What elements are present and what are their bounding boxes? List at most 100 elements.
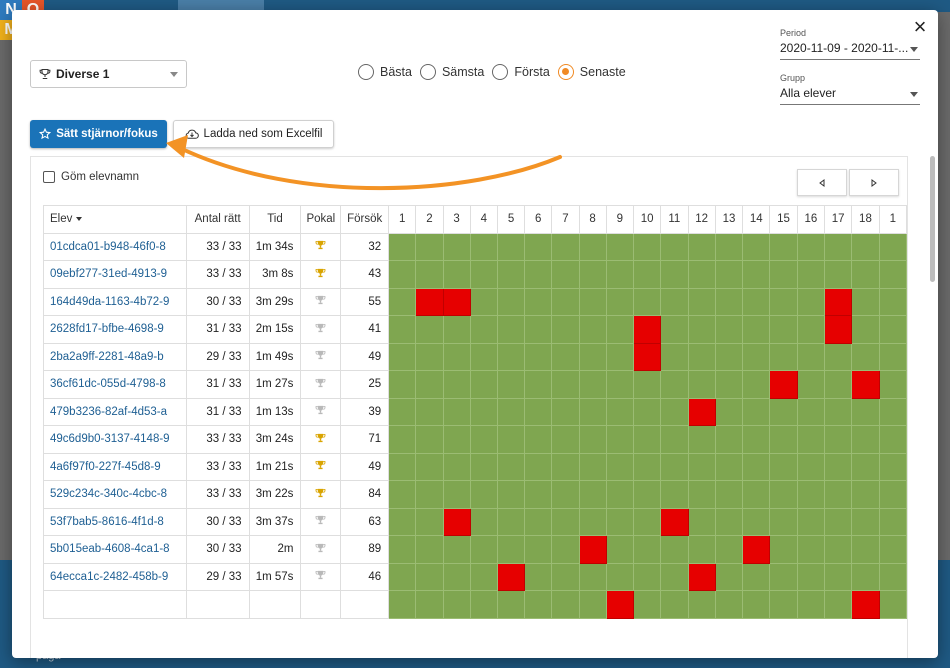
hide-names-checkbox[interactable]: Göm elevnamn bbox=[43, 171, 139, 183]
student-name-link[interactable]: 164d49da-1163-4b72-9 bbox=[43, 287, 187, 316]
answer-cell-correct bbox=[796, 562, 826, 591]
student-name-link[interactable]: 529c234c-340c-4cbc-8 bbox=[43, 480, 187, 509]
answer-cell-correct bbox=[878, 425, 907, 454]
radio-senaste[interactable]: Senaste bbox=[557, 64, 626, 80]
table-row: 164d49da-1163-4b72-9 30 / 33 3m 29s 55 bbox=[43, 287, 907, 316]
answer-cell-correct bbox=[551, 507, 580, 536]
trophy-icon bbox=[39, 68, 51, 80]
correct-count: 33 / 33 bbox=[185, 425, 250, 454]
student-name-link[interactable]: 2ba2a9ff-2281-48a9-b bbox=[43, 342, 187, 371]
student-name-link[interactable]: 09ebf277-31ed-4913-9 bbox=[43, 260, 187, 289]
period-select[interactable]: Period 2020-11-09 - 2020-11-... bbox=[780, 28, 920, 60]
answer-cell-wrong bbox=[660, 507, 689, 536]
student-name-link[interactable]: 479b3236-82af-4d53-a bbox=[43, 397, 187, 426]
answer-cell-correct bbox=[687, 480, 716, 509]
answer-cell-correct bbox=[469, 535, 498, 564]
group-value[interactable]: Alla elever bbox=[780, 86, 920, 105]
answer-cell-correct bbox=[714, 425, 744, 454]
question-header: 11 bbox=[660, 205, 689, 234]
answer-cell-correct bbox=[524, 370, 553, 399]
trophy-icon bbox=[315, 406, 326, 415]
student-name-link[interactable] bbox=[43, 590, 187, 619]
answer-cell-correct bbox=[769, 507, 798, 536]
answer-cell-correct bbox=[714, 507, 744, 536]
answer-cell-correct bbox=[442, 562, 471, 591]
answer-cell-correct bbox=[496, 535, 526, 564]
trophy-icon bbox=[315, 543, 326, 552]
answer-cell-correct bbox=[823, 535, 853, 564]
results-table-wrapper: Elev Antal rätt Tid Pokal Försök 1 2 3 4 5 6 7 8 9 10 1… bbox=[43, 205, 907, 619]
answer-cell-correct bbox=[796, 507, 826, 536]
period-value[interactable]: 2020-11-09 - 2020-11-... bbox=[780, 41, 920, 60]
answer-cell-correct bbox=[823, 562, 853, 591]
student-name-link[interactable]: 53f7bab5-8616-4f1d-8 bbox=[43, 507, 187, 536]
student-name-link[interactable]: 49c6d9b0-3137-4148-9 bbox=[43, 425, 187, 454]
time-value: 3m 37s bbox=[248, 507, 302, 536]
sort-caret-icon[interactable] bbox=[76, 217, 83, 222]
answer-cell-correct bbox=[524, 507, 553, 536]
answer-cell-correct bbox=[605, 232, 634, 261]
table-row: 4a6f97f0-227f-45d8-9 33 / 33 1m 21s 49 bbox=[43, 452, 907, 481]
answer-cell-correct bbox=[632, 397, 662, 426]
scrollbar[interactable] bbox=[930, 156, 935, 282]
question-header: 18 bbox=[851, 205, 880, 234]
answer-cell-correct bbox=[851, 507, 880, 536]
answer-cell-correct bbox=[660, 287, 689, 316]
radio-samsta[interactable]: Sämsta bbox=[419, 64, 484, 80]
answer-cell-correct bbox=[469, 260, 498, 289]
answer-cell-correct bbox=[415, 342, 444, 371]
answer-cell-correct bbox=[632, 425, 662, 454]
student-name-link[interactable]: 36cf61dc-055d-4798-8 bbox=[43, 370, 187, 399]
answer-cell-correct bbox=[388, 370, 417, 399]
group-select[interactable]: Grupp Alla elever bbox=[780, 73, 920, 105]
radio-button[interactable] bbox=[358, 64, 374, 80]
radio-button[interactable] bbox=[419, 64, 436, 80]
answer-cell-correct bbox=[823, 397, 853, 426]
answer-cell-correct bbox=[415, 425, 444, 454]
student-name-link[interactable]: 01cdca01-b948-46f0-8 bbox=[43, 232, 187, 261]
close-icon[interactable]: × bbox=[913, 14, 927, 39]
answer-cell-correct bbox=[605, 260, 634, 289]
question-header: 10 bbox=[632, 205, 662, 234]
trophy-cell bbox=[300, 260, 342, 289]
prev-page-button[interactable] bbox=[797, 169, 847, 196]
time-value: 3m 29s bbox=[248, 287, 302, 316]
correct-count: 33 / 33 bbox=[185, 452, 250, 481]
answer-cell-correct bbox=[388, 507, 417, 536]
answer-cell-correct bbox=[742, 342, 771, 371]
answer-cell-correct bbox=[823, 342, 853, 371]
header-elev[interactable]: Elev bbox=[43, 205, 187, 234]
answer-cell-correct bbox=[551, 535, 580, 564]
student-name-link[interactable]: 4a6f97f0-227f-45d8-9 bbox=[43, 452, 187, 481]
answer-cell-correct bbox=[388, 425, 417, 454]
trophy-cell bbox=[300, 507, 342, 536]
answer-cell-correct bbox=[578, 315, 607, 344]
student-name-link[interactable]: 2628fd17-bfbe-4698-9 bbox=[43, 315, 187, 344]
answer-cell-correct bbox=[605, 342, 634, 371]
next-page-button[interactable] bbox=[849, 169, 899, 196]
quiz-select[interactable]: Diverse 1 bbox=[30, 60, 187, 88]
answer-cell-correct bbox=[415, 535, 444, 564]
answer-cell-correct bbox=[796, 370, 826, 399]
answer-cell-correct bbox=[742, 562, 771, 591]
download-excel-label: Ladda ned som Excelfil bbox=[203, 128, 323, 140]
answer-cell-correct bbox=[551, 397, 580, 426]
answer-cell-correct bbox=[769, 425, 798, 454]
set-stars-button[interactable]: Sätt stjärnor/fokus bbox=[30, 120, 167, 148]
time-value: 1m 49s bbox=[248, 342, 302, 371]
answer-cell-correct bbox=[714, 480, 744, 509]
radio-basta[interactable]: Bästa bbox=[358, 64, 412, 80]
table-header-row: Elev Antal rätt Tid Pokal Försök 1 2 3 4 5 6 7 8 9 10 1… bbox=[43, 205, 907, 234]
radio-forsta[interactable]: Första bbox=[492, 64, 550, 80]
answer-cell-correct bbox=[742, 287, 771, 316]
correct-count: 33 / 33 bbox=[185, 260, 250, 289]
question-header: 9 bbox=[605, 205, 634, 234]
student-name-link[interactable]: 5b015eab-4608-4ca1-8 bbox=[43, 535, 187, 564]
checkbox[interactable] bbox=[43, 171, 55, 183]
radio-button-selected[interactable] bbox=[557, 64, 574, 80]
answer-cell-correct bbox=[388, 287, 417, 316]
radio-button[interactable] bbox=[492, 64, 509, 80]
student-name-link[interactable]: 64ecca1c-2482-458b-9 bbox=[43, 562, 187, 591]
answer-cell-correct bbox=[469, 590, 498, 619]
download-excel-button[interactable]: Ladda ned som Excelfil bbox=[173, 120, 334, 148]
